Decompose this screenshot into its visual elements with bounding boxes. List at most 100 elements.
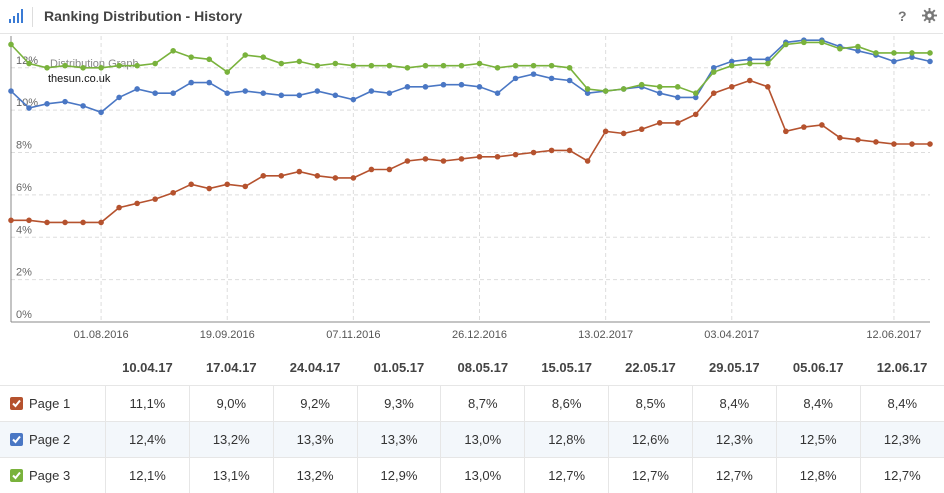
data-point[interactable] [80,103,86,109]
data-point[interactable] [675,120,681,126]
data-point[interactable] [909,141,915,147]
data-point[interactable] [729,63,735,69]
data-point[interactable] [459,156,465,162]
data-point[interactable] [116,63,122,69]
data-point[interactable] [80,220,86,226]
data-point[interactable] [423,156,429,162]
data-point[interactable] [855,44,861,50]
data-point[interactable] [242,184,248,190]
data-point[interactable] [369,167,375,173]
data-point[interactable] [62,99,68,105]
data-point[interactable] [224,90,230,96]
data-point[interactable] [152,196,158,202]
data-point[interactable] [260,90,266,96]
data-point[interactable] [44,220,50,226]
data-point[interactable] [44,101,50,107]
data-point[interactable] [801,40,807,46]
data-point[interactable] [657,90,663,96]
data-point[interactable] [297,93,303,99]
data-point[interactable] [765,61,771,67]
data-point[interactable] [855,137,861,143]
data-point[interactable] [909,50,915,56]
data-point[interactable] [8,218,14,224]
data-point[interactable] [369,63,375,69]
data-point[interactable] [170,90,176,96]
data-point[interactable] [927,59,933,65]
data-point[interactable] [513,76,519,82]
data-point[interactable] [188,54,194,60]
data-point[interactable] [477,154,483,160]
data-point[interactable] [567,148,573,154]
data-point[interactable] [531,63,537,69]
data-point[interactable] [333,61,339,67]
data-point[interactable] [657,120,663,126]
data-point[interactable] [459,63,465,69]
data-point[interactable] [297,169,303,175]
data-point[interactable] [441,63,447,69]
data-point[interactable] [603,88,609,94]
data-point[interactable] [459,82,465,88]
data-point[interactable] [242,52,248,58]
data-point[interactable] [441,158,447,164]
data-point[interactable] [423,84,429,90]
data-point[interactable] [116,205,122,211]
data-point[interactable] [891,50,897,56]
data-point[interactable] [351,63,357,69]
data-point[interactable] [783,42,789,48]
data-point[interactable] [387,63,393,69]
data-point[interactable] [693,112,699,118]
data-point[interactable] [837,46,843,52]
data-point[interactable] [260,54,266,60]
data-point[interactable] [711,90,717,96]
data-point[interactable] [567,65,573,71]
data-point[interactable] [62,220,68,226]
data-point[interactable] [188,80,194,86]
data-point[interactable] [441,82,447,88]
data-point[interactable] [116,95,122,101]
data-point[interactable] [477,61,483,67]
data-point[interactable] [513,63,519,69]
data-point[interactable] [693,90,699,96]
data-point[interactable] [206,186,212,192]
data-point[interactable] [278,61,284,67]
data-point[interactable] [549,148,555,154]
data-point[interactable] [387,167,393,173]
data-point[interactable] [8,42,14,48]
data-point[interactable] [891,59,897,65]
data-point[interactable] [333,93,339,99]
data-point[interactable] [315,173,321,179]
data-point[interactable] [98,220,104,226]
data-point[interactable] [224,181,230,187]
data-point[interactable] [170,48,176,54]
data-point[interactable] [783,129,789,135]
data-point[interactable] [351,175,357,181]
data-point[interactable] [531,150,537,156]
data-point[interactable] [891,141,897,147]
data-point[interactable] [927,50,933,56]
data-point[interactable] [315,63,321,69]
checkbox-icon[interactable] [10,397,23,410]
data-point[interactable] [747,78,753,84]
data-point[interactable] [873,139,879,145]
data-point[interactable] [873,50,879,56]
checkbox-icon[interactable] [10,469,23,482]
data-point[interactable] [621,131,627,137]
data-point[interactable] [819,122,825,128]
data-point[interactable] [729,84,735,90]
data-point[interactable] [206,57,212,63]
data-point[interactable] [26,218,32,224]
data-point[interactable] [495,65,501,71]
data-point[interactable] [837,135,843,141]
data-point[interactable] [278,173,284,179]
data-point[interactable] [711,69,717,75]
data-point[interactable] [513,152,519,158]
data-point[interactable] [80,65,86,71]
data-point[interactable] [278,93,284,99]
data-point[interactable] [134,86,140,92]
data-point[interactable] [423,63,429,69]
data-point[interactable] [26,61,32,67]
data-point[interactable] [260,173,266,179]
data-point[interactable] [603,129,609,135]
data-point[interactable] [62,63,68,69]
data-point[interactable] [170,190,176,196]
